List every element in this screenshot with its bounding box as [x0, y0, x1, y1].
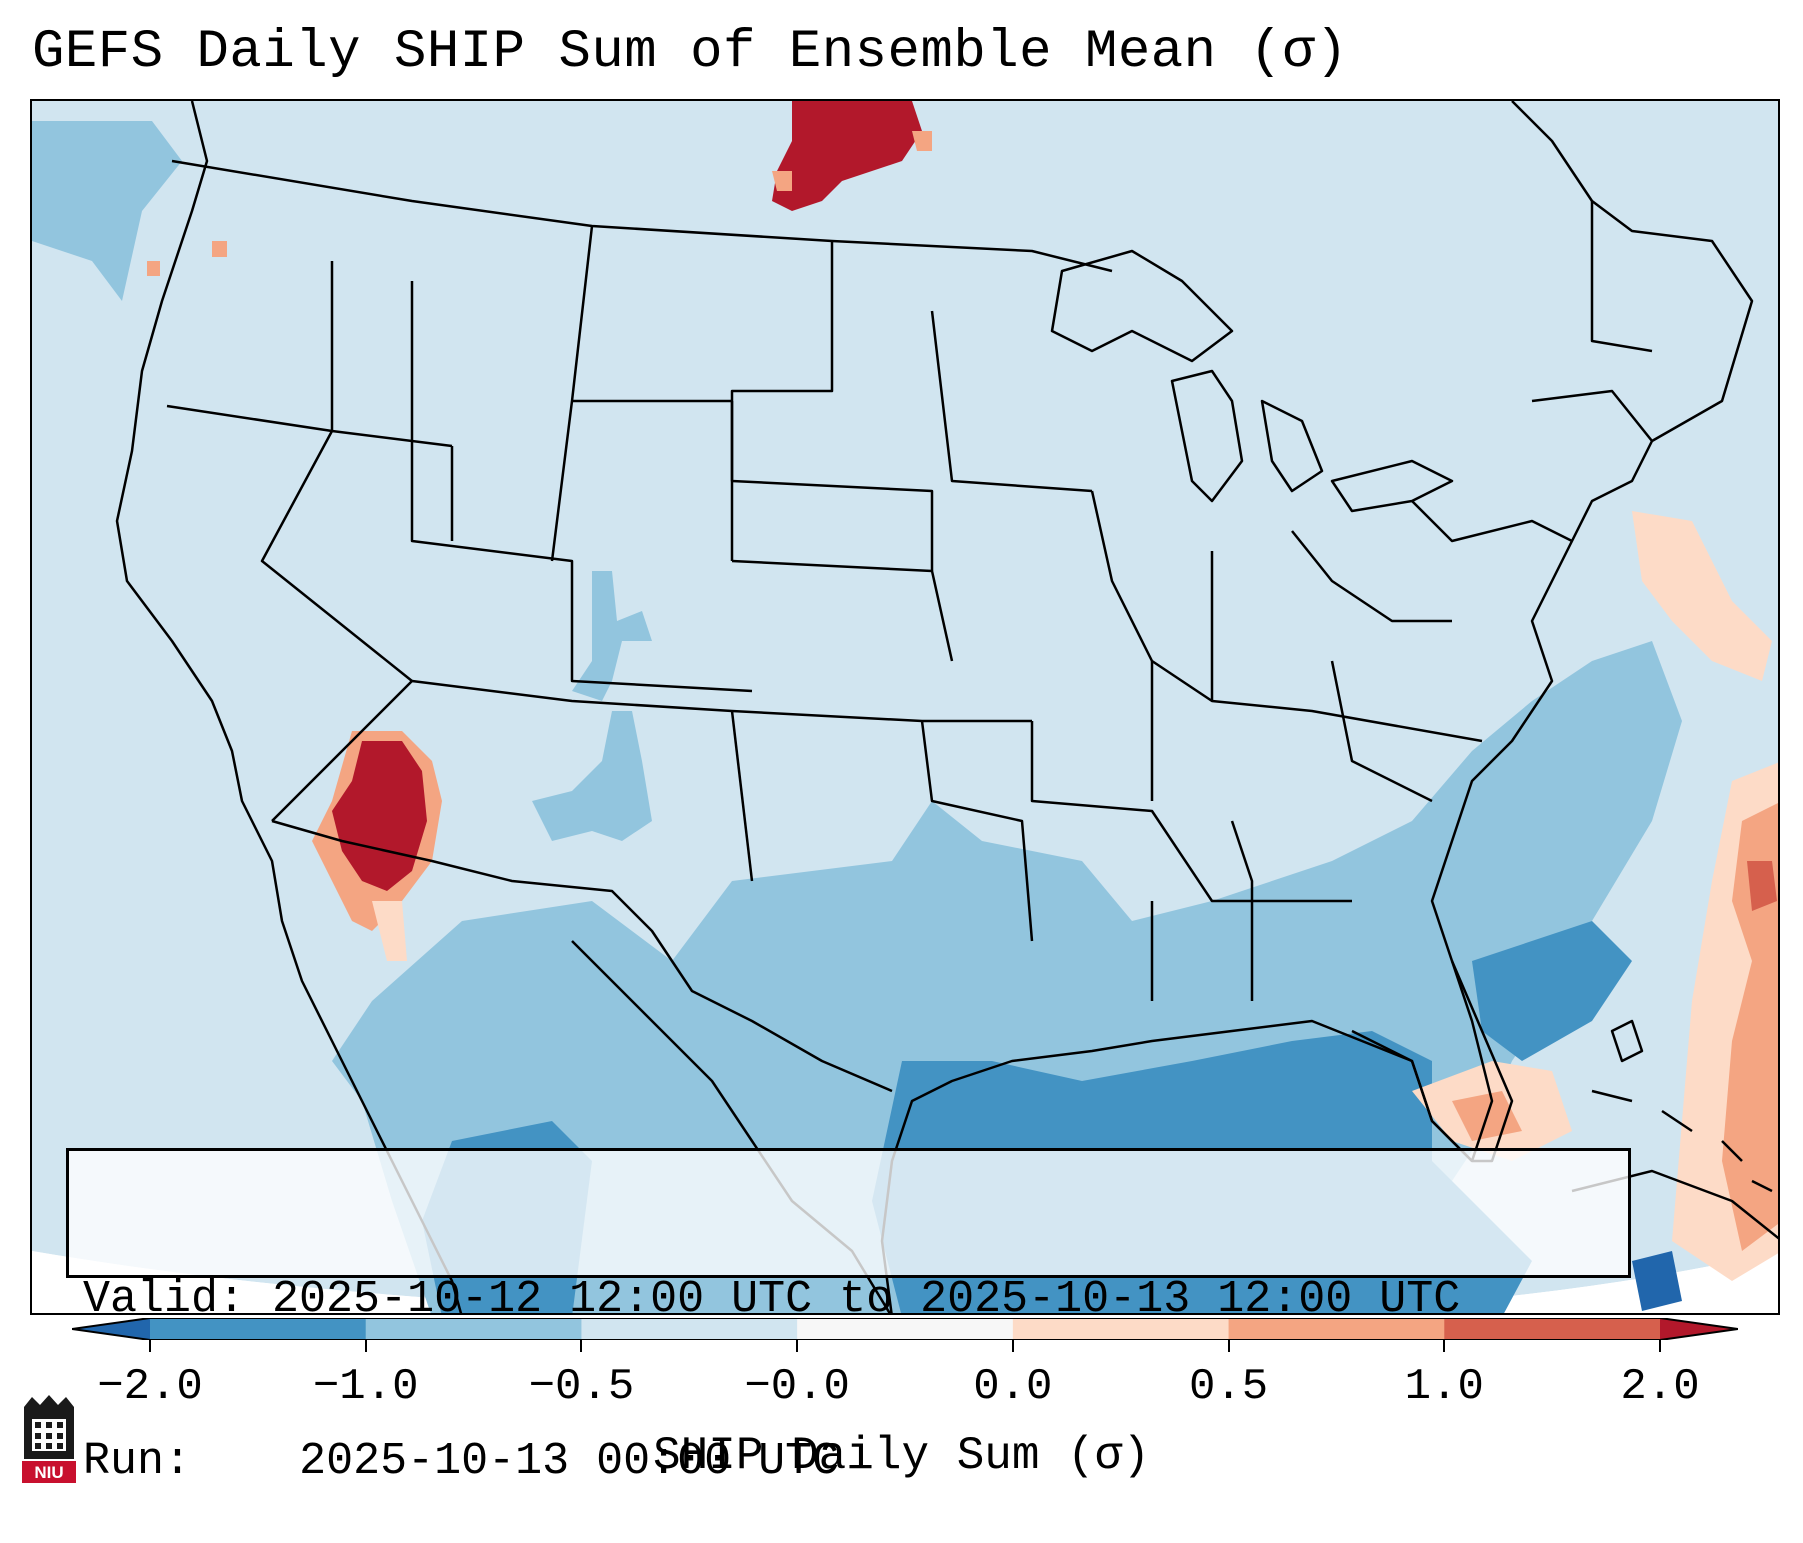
- colorbar-tick-mark: [580, 1340, 583, 1352]
- shading-nw-pacific: [32, 121, 182, 301]
- shading-nm-patch: [532, 711, 652, 841]
- shading-atlantic-positive-3: [1722, 803, 1778, 1251]
- logo-text: NIU: [34, 1463, 63, 1482]
- valid-value: 2025-10-12 12:00 UTC to 2025-10-13 12:00…: [272, 1274, 1461, 1325]
- colorbar-segment: [1444, 1318, 1661, 1340]
- colorbar-svg: [72, 1318, 1738, 1340]
- colorbar-tick-mark: [149, 1340, 151, 1352]
- colorbar-tick-mark: [1227, 1340, 1230, 1352]
- shading-atlantic-positive-4: [1747, 861, 1777, 911]
- chart-title: GEFS Daily SHIP Sum of Ensemble Mean (σ): [32, 22, 1349, 83]
- colorbar-tick-label: 1.0: [1404, 1362, 1484, 1412]
- colorbar-segment: [365, 1318, 582, 1340]
- shading-atlantic-positive-1: [1632, 511, 1772, 681]
- colorbar-tick-label: −1.0: [312, 1362, 419, 1412]
- colorbar-tick-label: −0.5: [528, 1362, 635, 1412]
- colorbar-ticks: −2.0 −1.0 −0.5 −0.0 0.0 0.5 1.0 2.0: [0, 1340, 1803, 1440]
- map-panel: [30, 99, 1780, 1315]
- map-svg: [32, 101, 1778, 1313]
- colorbar-extend-over: [1660, 1318, 1738, 1340]
- run-line: Run: 2025-10-13 00:00 UTC: [83, 1435, 1628, 1489]
- colorbar-tick-mark: [796, 1340, 799, 1352]
- colorbar-segment: [150, 1318, 367, 1340]
- colorbar: [72, 1318, 1738, 1340]
- valid-label: Valid:: [83, 1274, 246, 1325]
- colorbar-tick-label: 0.5: [1188, 1362, 1269, 1412]
- colorbar-tick-mark: [1011, 1340, 1014, 1352]
- run-label: Run:: [83, 1436, 192, 1487]
- colorbar-segment: [1228, 1318, 1445, 1340]
- colorbar-tick-mark: [364, 1340, 367, 1352]
- colorbar-segment: [797, 1318, 1014, 1340]
- shading-canada-high: [772, 101, 922, 211]
- colorbar-tick-mark: [1659, 1340, 1661, 1352]
- run-value: 2025-10-13 00:00 UTC: [299, 1436, 840, 1487]
- shading-caribbean-dark: [1632, 1251, 1682, 1311]
- shading-canada-high-edge: [772, 131, 932, 191]
- niu-building-logo-icon: NIU: [20, 1393, 78, 1485]
- colorbar-tick-label: −2.0: [97, 1362, 203, 1412]
- colorbar-extend-under: [72, 1318, 150, 1340]
- validity-info-box: Valid: 2025-10-12 12:00 UTC to 2025-10-1…: [66, 1148, 1631, 1487]
- valid-line: Valid: 2025-10-12 12:00 UTC to 2025-10-1…: [83, 1273, 1628, 1327]
- colorbar-tick-label: 0.0: [973, 1362, 1053, 1412]
- colorbar-tick-label: 2.0: [1620, 1362, 1700, 1412]
- colorbar-segment: [1012, 1318, 1230, 1340]
- shading-baja-positive: [372, 901, 407, 961]
- shading-colorado-patch: [572, 571, 652, 701]
- colorbar-tick-label: −0.0: [744, 1362, 850, 1412]
- colorbar-segment: [581, 1318, 798, 1340]
- colorbar-label: SHIP Daily Sum (σ): [653, 1430, 1150, 1482]
- colorbar-tick-mark: [1443, 1340, 1446, 1352]
- shading-atlantic-low: [1472, 921, 1632, 1061]
- outside-domain: [32, 1251, 722, 1313]
- shading-small-positive: [147, 241, 227, 276]
